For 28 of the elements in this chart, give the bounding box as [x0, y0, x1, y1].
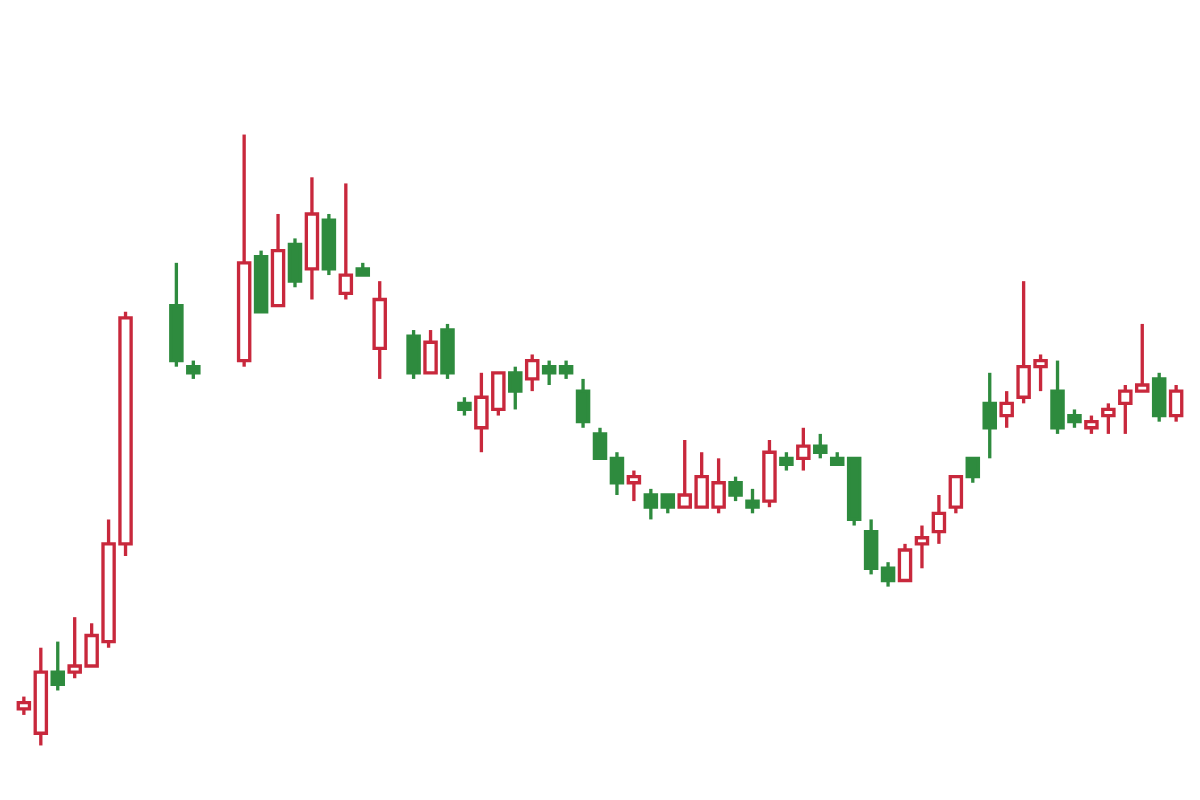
candlestick	[745, 487, 760, 515]
candlestick	[1101, 401, 1116, 436]
candlestick	[813, 432, 828, 460]
candlestick	[982, 371, 997, 460]
candlestick	[948, 474, 964, 515]
candlestick	[524, 352, 540, 393]
candlestick	[186, 358, 201, 381]
candlestick	[575, 377, 591, 430]
candlestick	[287, 236, 303, 289]
candlestick	[1151, 371, 1167, 424]
candlestick	[779, 450, 794, 473]
candlestick	[1168, 383, 1184, 424]
candlestick	[796, 426, 811, 473]
candlestick	[1084, 413, 1099, 436]
candlestick	[440, 322, 455, 381]
candlestick	[508, 365, 523, 412]
candlestick	[931, 493, 947, 546]
candlestick	[457, 395, 472, 418]
candlestick	[626, 468, 642, 503]
candlestick	[999, 389, 1014, 430]
candlestick	[406, 328, 421, 381]
candlestick	[897, 542, 913, 583]
candlestick	[338, 181, 354, 302]
candlestick	[50, 639, 66, 693]
candlestick	[423, 328, 438, 375]
candlestick	[965, 456, 981, 485]
candlestick	[728, 474, 743, 503]
candlestick	[914, 523, 930, 570]
